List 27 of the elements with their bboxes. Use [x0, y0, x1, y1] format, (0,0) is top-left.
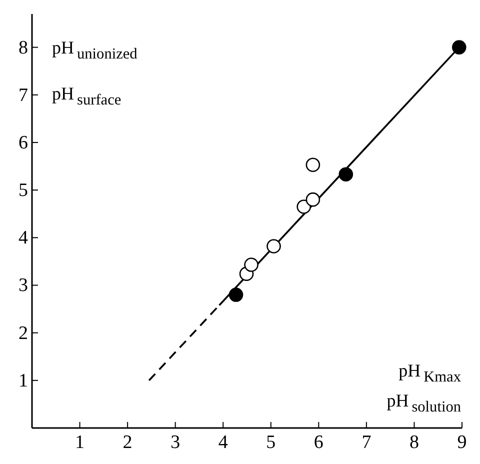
x-axis-title: pH$_{Kmax}$ pH$_{solution}$ [386, 360, 462, 416]
x-tick-label: 1 [75, 432, 85, 453]
point [228, 288, 244, 302]
point [296, 200, 312, 214]
point [244, 258, 258, 272]
y-tick-label: 7 [18, 84, 28, 106]
text: pH$_{unionized}$ pH$_{surface}$ [52, 37, 138, 109]
x-tick-label: 9 [457, 432, 467, 453]
y-tick-label: 8 [18, 37, 28, 58]
y-tick-label: 5 [18, 180, 28, 202]
x-tick-label: 7 [362, 432, 372, 453]
point [266, 239, 281, 254]
point [338, 167, 354, 182]
x-tick-label: 6 [314, 432, 324, 453]
y-tick-label: 1 [18, 370, 28, 392]
x-tick-label: 8 [409, 432, 419, 453]
y-tick-label: 3 [18, 275, 28, 296]
x-tick-label: 5 [266, 432, 276, 453]
x-tick-label: 3 [170, 432, 180, 453]
point [452, 40, 466, 54]
x-tick-label: 2 [122, 432, 132, 453]
point [306, 192, 320, 207]
point [306, 158, 320, 172]
x-tick-label: 4 [218, 432, 228, 453]
y-tick-label: 2 [18, 322, 28, 344]
y-tick-label: 4 [18, 228, 28, 249]
y-tick-label: 6 [18, 132, 28, 154]
